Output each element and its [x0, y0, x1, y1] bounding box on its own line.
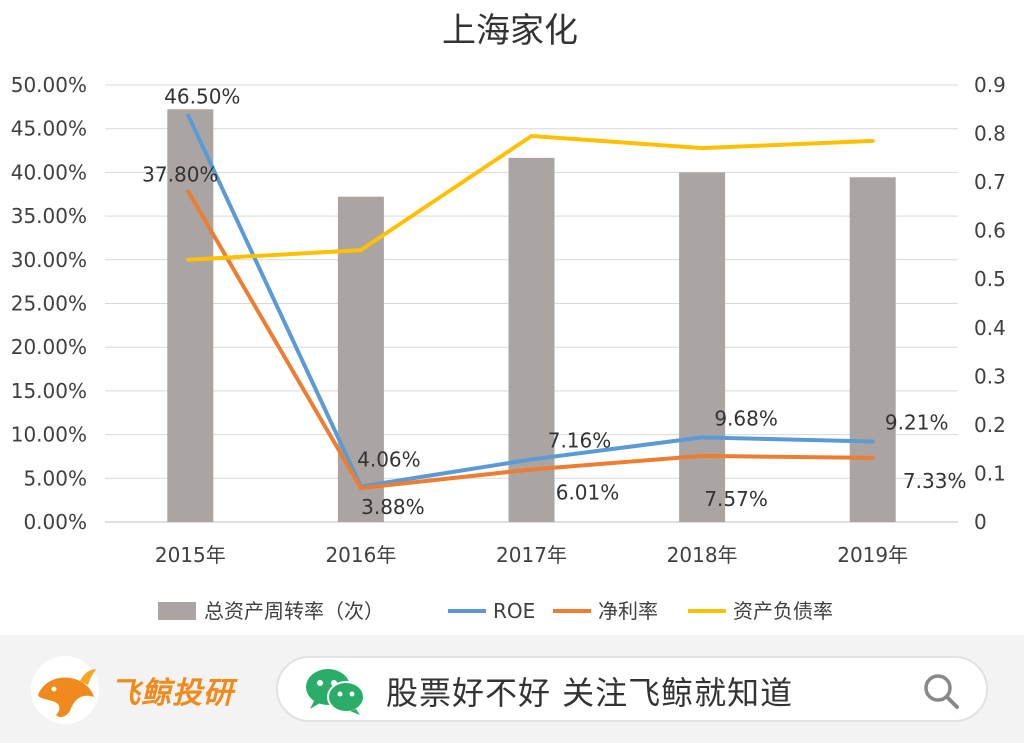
bar-series	[167, 109, 896, 523]
bar	[849, 177, 896, 522]
search-icon[interactable]	[922, 672, 960, 710]
roe-data-label: 7.16%	[548, 428, 612, 452]
left-tick-label: 5.00%	[23, 466, 87, 490]
roe-data-label: 46.50%	[164, 85, 240, 109]
search-text: 股票好不好 关注飞鲸就知道	[386, 674, 794, 712]
left-axis: 0.00% 5.00% 10.00% 15.00% 20.00% 25.00% 30.00%…	[11, 73, 87, 534]
x-axis: 2015年 2016年 2017年 2018年 2019年	[155, 543, 908, 567]
series-line	[186, 113, 875, 489]
net-margin-data-label: 7.33%	[903, 469, 967, 493]
line-series	[186, 113, 875, 491]
bar	[337, 196, 384, 522]
chart: 上海家化 0.00% 5.00% 10.00% 15.00% 20.00% 25.00% 3…	[11, 11, 1006, 623]
net-margin-data-label: 37.80%	[142, 163, 218, 187]
legend-label: ROE	[493, 599, 535, 623]
roe-data-label: 4.06%	[357, 448, 421, 472]
search-bar[interactable]: 股票好不好 关注飞鲸就知道	[276, 656, 988, 722]
right-tick-label: 0.6	[974, 219, 1006, 243]
roe-data-label: 9.68%	[714, 406, 778, 430]
right-tick-label: 0.7	[974, 170, 1006, 194]
x-tick-label: 2015年	[155, 543, 226, 567]
wechat-icon	[306, 669, 365, 715]
brand-name: 飞鲸投研	[110, 676, 234, 711]
chart-title: 上海家化	[442, 11, 578, 51]
x-tick-label: 2019年	[837, 543, 908, 567]
series-line	[186, 189, 875, 491]
series-line	[186, 133, 875, 262]
data-labels: 46.50% 4.06% 7.16% 9.68% 9.21% 37.80% 3.88% 6.0…	[142, 85, 966, 519]
whale-logo-icon	[31, 656, 99, 724]
left-tick-label: 20.00%	[11, 335, 87, 359]
right-tick-label: 0	[974, 510, 987, 534]
net-margin-data-label: 7.57%	[704, 487, 768, 511]
right-tick-label: 0.8	[974, 122, 1006, 146]
right-tick-label: 0.9	[974, 73, 1006, 97]
net-margin-data-label: 3.88%	[361, 495, 425, 519]
left-tick-label: 40.00%	[11, 160, 87, 184]
right-tick-label: 0.4	[974, 316, 1006, 340]
right-axis: 0 0.1 0.2 0.3 0.4 0.5 0.6 0.7 0.8 0.9	[974, 73, 1006, 534]
left-tick-label: 25.00%	[11, 292, 87, 316]
left-tick-label: 10.00%	[11, 423, 87, 447]
x-tick-label: 2016年	[325, 543, 396, 567]
legend: 总资产周转率（次） ROE 净利率 资产负债率	[158, 599, 833, 623]
x-tick-label: 2017年	[496, 543, 567, 567]
net-margin-data-label: 6.01%	[556, 480, 620, 504]
left-tick-label: 0.00%	[23, 510, 87, 534]
right-tick-label: 0.3	[974, 364, 1006, 388]
right-tick-label: 0.2	[974, 413, 1006, 437]
legend-label: 资产负债率	[733, 599, 833, 623]
right-tick-label: 0.1	[974, 461, 1006, 485]
left-tick-label: 45.00%	[11, 117, 87, 141]
roe-data-label: 9.21%	[885, 411, 949, 435]
legend-label: 总资产周转率（次）	[204, 599, 384, 623]
left-tick-label: 15.00%	[11, 379, 87, 403]
bar	[679, 172, 726, 522]
left-tick-label: 30.00%	[11, 248, 87, 272]
right-tick-label: 0.5	[974, 267, 1006, 291]
legend-label: 净利率	[598, 599, 658, 623]
legend-swatch-bar	[158, 602, 196, 620]
left-tick-label: 50.00%	[11, 73, 87, 97]
left-tick-label: 35.00%	[11, 204, 87, 228]
footer-banner: 飞鲸投研 股票好不好 关注飞鲸就知道	[0, 635, 1024, 743]
x-tick-label: 2018年	[667, 543, 738, 567]
bar	[167, 109, 214, 523]
